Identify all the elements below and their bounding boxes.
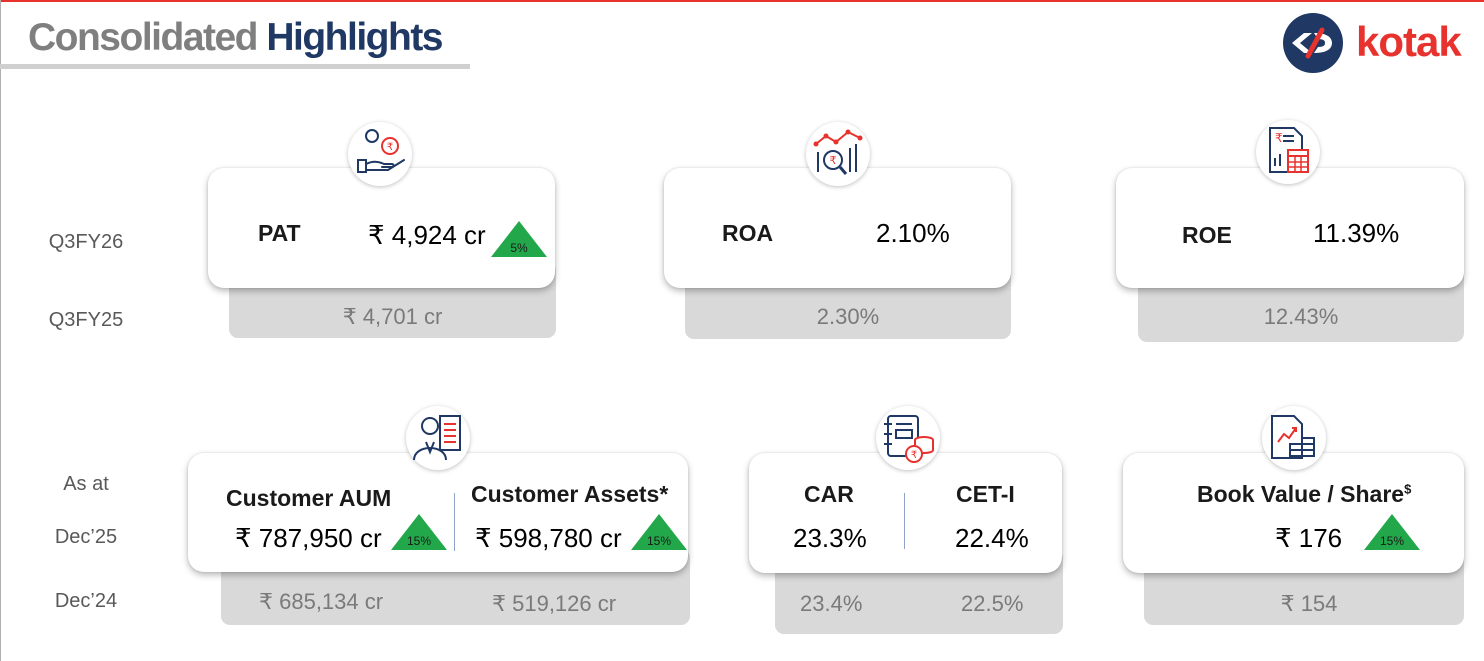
title-underline (0, 64, 470, 69)
book-value-prior-value: ₹ 154 (1280, 591, 1338, 616)
document-chart-icon (1262, 406, 1326, 470)
book-value-value: ₹ 176 (1275, 523, 1343, 553)
svg-text:₹: ₹ (830, 155, 837, 167)
ledger-coins-icon: ₹ (876, 406, 940, 470)
cet1-label: CET-I (956, 481, 1015, 507)
customer-assets-growth-value: 15% (646, 534, 672, 548)
roa-prior-value: 2.30% (816, 304, 880, 329)
roe-value: 11.39% (1313, 218, 1400, 248)
kotak-logo-text: kotak (1356, 18, 1462, 65)
svg-text:₹: ₹ (911, 450, 917, 461)
roe-prior-value: 12.43% (1263, 304, 1339, 329)
hand-rupee-coins-icon: ₹ (348, 122, 412, 186)
roe-label: ROE (1182, 222, 1232, 248)
page-title: Consolidated Highlights (28, 16, 443, 60)
aum-assets-divider (454, 493, 455, 551)
car-label: CAR (804, 481, 854, 507)
customer-assets-value: ₹ 598,780 cr (475, 523, 622, 553)
pat-card: PAT ₹ 4,924 cr 5% (208, 168, 555, 288)
roa-label: ROA (722, 220, 774, 246)
book-value-growth-badge: 15% (1363, 513, 1421, 551)
row-label-q3fy25: Q3FY25 (48, 309, 124, 331)
up-triangle-icon (1364, 514, 1420, 550)
row-label-q3fy26: Q3FY26 (48, 231, 124, 253)
pat-label: PAT (258, 220, 301, 246)
cet1-value: 22.4% (955, 523, 1029, 553)
book-value-superscript: $ (1404, 481, 1412, 497)
customer-assets-growth-badge: 15% (630, 513, 688, 551)
title-part-highlights: Highlights (266, 16, 443, 59)
customer-assets-label: Customer Assets* (471, 481, 669, 507)
book-value-label-text: Book Value / Share (1197, 481, 1405, 507)
customer-aum-prior-value: ₹ 685,134 cr (259, 589, 384, 614)
row-label-dec24: Dec’24 (54, 590, 118, 612)
pat-value: ₹ 4,924 cr (368, 220, 486, 250)
svg-text:₹: ₹ (387, 142, 393, 153)
car-prior-value: 23.4% (800, 591, 863, 616)
car-cet1-divider (904, 493, 905, 549)
kotak-logo: kotak (1278, 12, 1483, 74)
customer-aum-value: ₹ 787,950 cr (235, 523, 382, 553)
customer-aum-growth-value: 15% (406, 534, 432, 548)
row-label-dec25: Dec’25 (54, 526, 118, 548)
roa-card: ROA 2.10% (664, 168, 1011, 288)
book-value-card: Book Value / Share$ ₹ 176 15% (1123, 453, 1464, 573)
cet1-prior-value: 22.5% (961, 591, 1024, 616)
kotak-logo-mark-icon (1283, 13, 1343, 73)
left-border-line (0, 0, 1, 661)
title-part-consolidated: Consolidated (28, 16, 259, 59)
person-document-icon (406, 406, 470, 470)
pat-prior-value: ₹ 4,701 cr (342, 304, 443, 329)
customer-aum-growth-badge: 15% (390, 513, 448, 551)
title-block: Consolidated Highlights (0, 8, 470, 70)
book-value-growth-value: 15% (1379, 534, 1405, 548)
roe-card: ROE 11.39% (1116, 168, 1464, 288)
aum-assets-card: Customer AUM ₹ 787,950 cr 15% Customer A… (188, 453, 688, 572)
row-label-as-at: As at (63, 473, 109, 495)
customer-assets-prior-value: ₹ 519,126 cr (492, 591, 617, 616)
svg-text:₹: ₹ (1275, 131, 1283, 145)
book-value-label: Book Value / Share$ (1197, 481, 1411, 508)
pat-growth-value: 5% (510, 241, 528, 255)
document-calculator-icon: ₹ (1256, 120, 1320, 184)
up-triangle-icon (391, 514, 447, 550)
roa-value: 2.10% (876, 218, 950, 248)
up-triangle-icon (631, 514, 687, 550)
car-value: 23.3% (793, 523, 867, 553)
up-triangle-icon (491, 221, 547, 257)
car-cet1-card: CAR 23.3% CET-I 22.4% (749, 453, 1062, 573)
customer-aum-label: Customer AUM (226, 485, 392, 511)
top-accent-line (0, 0, 1484, 2)
chart-magnifier-rupee-icon: ₹ (806, 122, 870, 186)
pat-growth-badge: 5% (490, 220, 548, 258)
